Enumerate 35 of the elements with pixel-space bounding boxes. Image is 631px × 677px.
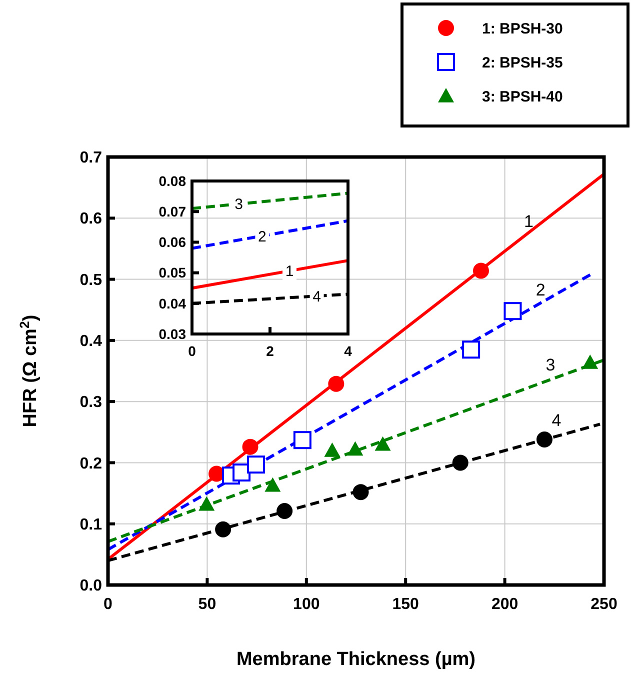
y-tick-label: 0.0 (80, 578, 102, 595)
legend-label: 1: BPSH-30 (482, 20, 563, 38)
annotation: 4 (552, 411, 562, 430)
y-tick-label: 0.06 (158, 234, 186, 250)
annotation: 3 (234, 196, 243, 214)
y-tick-label: 0.1 (80, 516, 102, 534)
y-tick-label: 0.3 (80, 394, 102, 412)
y-tick-label: 0.4 (80, 333, 102, 350)
y-tick-label: 0.07 (158, 204, 186, 220)
y-tick-label: 0.7 (80, 150, 102, 167)
x-tick-label: 150 (392, 596, 420, 613)
x-tick-label: 0 (188, 343, 196, 359)
y-tick-label: 0.08 (158, 172, 186, 189)
annotation: 1 (285, 263, 294, 280)
legend-label: 2: BPSH-35 (482, 54, 563, 72)
x-axis-title: Membrane Thickness (µm) (236, 649, 476, 670)
annotation: 1 (524, 212, 534, 231)
annotation: 3 (546, 356, 556, 375)
x-tick-label: 2 (266, 343, 274, 359)
y-tick-label: 0.04 (158, 295, 186, 312)
x-tick-label: 100 (293, 596, 320, 613)
legend-label: 3: BPSH-40 (482, 88, 563, 106)
x-tick-label: 4 (344, 343, 352, 359)
x-tick-label: 250 (590, 596, 618, 613)
x-tick-label: 200 (491, 596, 518, 613)
x-tick-label: 0 (104, 596, 113, 613)
annotation: 2 (536, 280, 546, 300)
y-tick-label: 0.6 (80, 210, 102, 228)
y-tick-label: 0.03 (158, 326, 186, 342)
y-tick-label: 0.2 (80, 455, 102, 472)
y-tick-label: 0.5 (80, 272, 102, 289)
annotation: 2 (258, 228, 266, 246)
annotation: 4 (312, 288, 321, 306)
x-tick-label: 50 (198, 596, 216, 613)
y-tick-label: 0.05 (158, 264, 186, 281)
